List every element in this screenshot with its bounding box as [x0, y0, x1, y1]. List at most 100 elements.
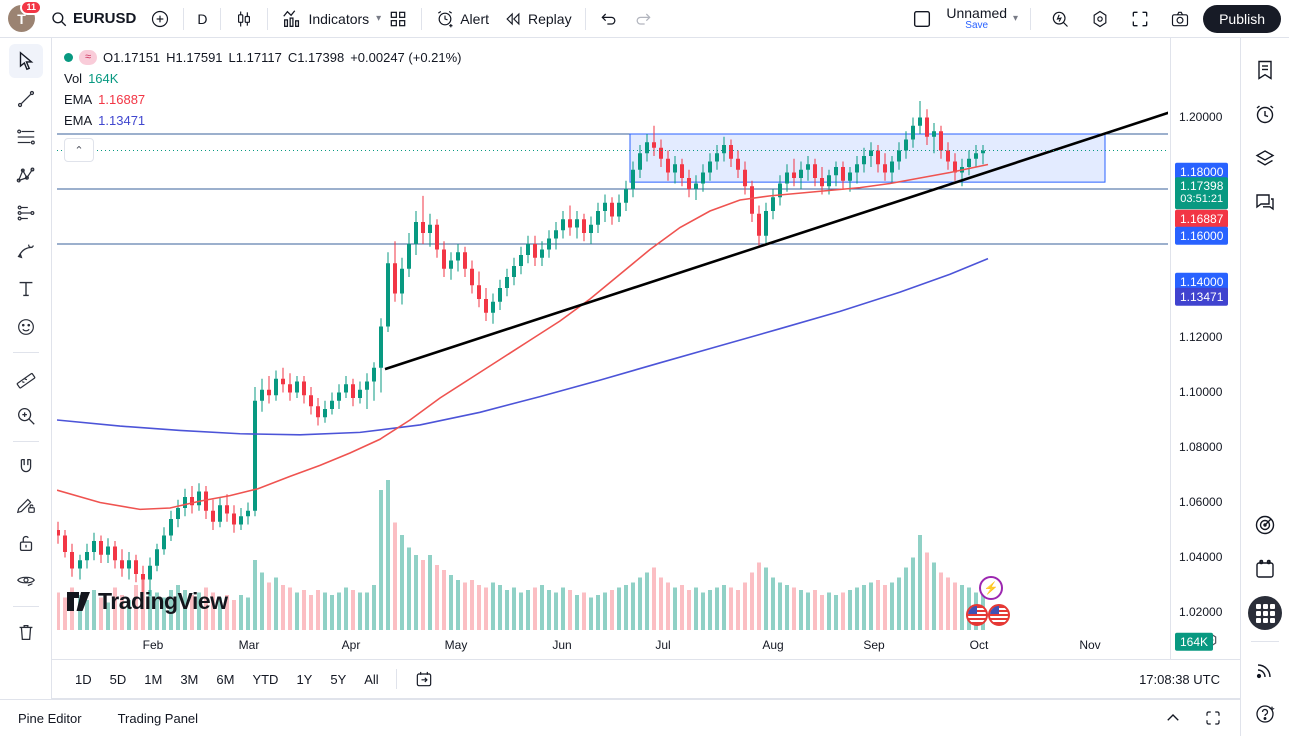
alerts-panel-button[interactable] [1247, 96, 1283, 132]
time-label[interactable]: Oct [969, 638, 989, 652]
time-label[interactable]: Jul [655, 638, 671, 652]
range-button-5D[interactable]: 5D [109, 671, 127, 687]
replay-button[interactable]: Replay [496, 5, 579, 33]
fib-retracement-tool-button[interactable] [9, 120, 43, 154]
price-badge[interactable]: 1.18000 [1175, 162, 1229, 182]
expand-panel-icon[interactable] [1164, 709, 1182, 727]
range-button-1D[interactable]: 1D [75, 671, 92, 687]
time-label[interactable]: Mar [238, 638, 260, 652]
time-axis[interactable]: Feb Mar Apr May Jun Jul Aug Sep Oct Nov [52, 632, 1167, 659]
legend-volume-row[interactable]: Vol 164K [64, 71, 462, 86]
range-button-1Y[interactable]: 1Y [296, 671, 313, 687]
watchlist-button[interactable] [1247, 52, 1283, 88]
top-toolbar: T 11 EURUSD D Indicators ▾ Alert Replay [0, 0, 1289, 38]
chat-button[interactable] [1247, 184, 1283, 220]
legend-ema-fast-row[interactable]: EMA 1.16887 [64, 92, 462, 107]
go-to-date-button[interactable] [405, 665, 443, 693]
object-tree-button[interactable] [1247, 140, 1283, 176]
legend-ema-slow-row[interactable]: EMA 1.13471 [64, 113, 462, 128]
us-flag-event-icon[interactable] [966, 604, 988, 626]
help-button[interactable] [1247, 696, 1283, 732]
hide-drawings-button[interactable] [9, 564, 43, 598]
time-label[interactable]: Aug [762, 638, 784, 652]
lock-drawings-button[interactable] [9, 526, 43, 560]
price-badge[interactable]: 1.17398 03:51:21 [1175, 177, 1229, 209]
redo-button[interactable] [626, 5, 660, 33]
eye-icon [16, 576, 35, 587]
measure-tool-button[interactable] [9, 361, 43, 395]
trend-line-tool-button[interactable] [9, 82, 43, 116]
quick-search-button[interactable] [1043, 5, 1077, 33]
emoji-tool-button[interactable] [9, 310, 43, 344]
drawing-mode-button[interactable] [9, 488, 43, 522]
brush-tool-button[interactable] [9, 234, 43, 268]
legend-ohlc-row[interactable]: ≈ O1.17151 H1.17591 L1.17117 C1.17398 +0… [64, 50, 462, 65]
emoji-icon [17, 319, 34, 335]
clock-utc[interactable]: 17:08:38 UTC [1139, 671, 1220, 687]
layout-grid-button[interactable] [381, 5, 415, 33]
indicators-button[interactable]: Indicators [274, 4, 376, 34]
remove-drawings-button[interactable] [9, 615, 43, 649]
save-label[interactable]: Save [965, 19, 989, 31]
chart-pane[interactable]: ≈ O1.17151 H1.17591 L1.17117 C1.17398 +0… [52, 38, 1240, 659]
range-button-All[interactable]: All [364, 671, 379, 687]
time-label[interactable]: Nov [1079, 638, 1101, 652]
calendar-button[interactable] [1247, 551, 1283, 587]
range-button-YTD[interactable]: YTD [252, 671, 279, 687]
legend-collapse-button[interactable]: ⌃ [64, 138, 94, 162]
layout-select-button[interactable] [904, 4, 940, 34]
user-avatar[interactable]: T 11 [8, 0, 42, 32]
camera-icon [1171, 11, 1189, 26]
undo-button[interactable] [592, 5, 626, 33]
alert-button[interactable]: Alert [428, 5, 496, 33]
projection-tool-button[interactable] [9, 196, 43, 230]
price-axis[interactable]: 1.20000 1.12000 1.10000 1.08000 1.06000 1.040… [1170, 38, 1240, 659]
chart-style-button[interactable] [227, 5, 261, 33]
maximize-panel-icon[interactable] [1204, 709, 1222, 727]
layout-name: Unnamed [946, 4, 1008, 21]
screenshot-button[interactable] [1163, 5, 1197, 33]
range-button-1M[interactable]: 1M [144, 671, 163, 687]
tab-pine-editor[interactable]: Pine Editor [18, 710, 82, 726]
layout-name-save[interactable]: Unnamed Save [946, 6, 1007, 31]
compare-add-button[interactable] [143, 5, 177, 33]
price-badge[interactable]: 164K [1175, 632, 1214, 652]
symbol-search-button[interactable]: EURUSD [43, 6, 143, 32]
fib-retracement-icon [16, 129, 35, 145]
fullscreen-button[interactable] [1123, 5, 1157, 33]
time-label[interactable]: Jun [552, 638, 572, 652]
replay-icon [506, 12, 520, 25]
magnet-mode-button[interactable] [9, 450, 43, 484]
time-label[interactable]: Sep [863, 638, 885, 652]
range-button-3M[interactable]: 3M [180, 671, 199, 687]
indicators-templates-caret[interactable]: ▾ [376, 13, 382, 24]
event-lightning-icon[interactable]: ⚡ [979, 576, 1003, 600]
xabcd-pattern-icon [16, 167, 34, 183]
price-chart-canvas[interactable] [57, 38, 1168, 632]
undo-icon [601, 13, 615, 25]
apps-menu-button[interactable] [1247, 595, 1283, 631]
screener-button[interactable] [1247, 507, 1283, 543]
us-flag-event-icon[interactable] [988, 604, 1010, 626]
interval-button[interactable]: D [190, 7, 214, 31]
layout-caret-icon[interactable]: ▾ [1013, 13, 1019, 24]
price-badge[interactable]: 1.16887 [1175, 209, 1229, 229]
approx-data-badge: ≈ [79, 50, 98, 65]
time-label[interactable]: May [444, 638, 468, 652]
price-badge[interactable]: 1.16000 [1175, 226, 1229, 246]
price-badge[interactable]: 1.13471 [1175, 287, 1229, 307]
pattern-tool-button[interactable] [9, 158, 43, 192]
range-button-6M[interactable]: 6M [216, 671, 235, 687]
range-button-5Y[interactable]: 5Y [330, 671, 347, 687]
streams-button[interactable] [1247, 652, 1283, 688]
settings-button[interactable] [1083, 5, 1117, 33]
text-tool-button[interactable] [9, 272, 43, 306]
price-badge[interactable]: 1.14000 [1175, 272, 1229, 292]
publish-button[interactable]: Publish [1203, 4, 1281, 33]
time-label[interactable]: Apr [341, 638, 361, 652]
price-tick: 1.08000 [1179, 440, 1223, 454]
time-label[interactable]: Feb [142, 638, 164, 652]
cursor-tool-button[interactable] [8, 44, 43, 78]
zoom-in-tool-button[interactable] [9, 399, 43, 433]
tab-trading-panel[interactable]: Trading Panel [117, 710, 199, 726]
